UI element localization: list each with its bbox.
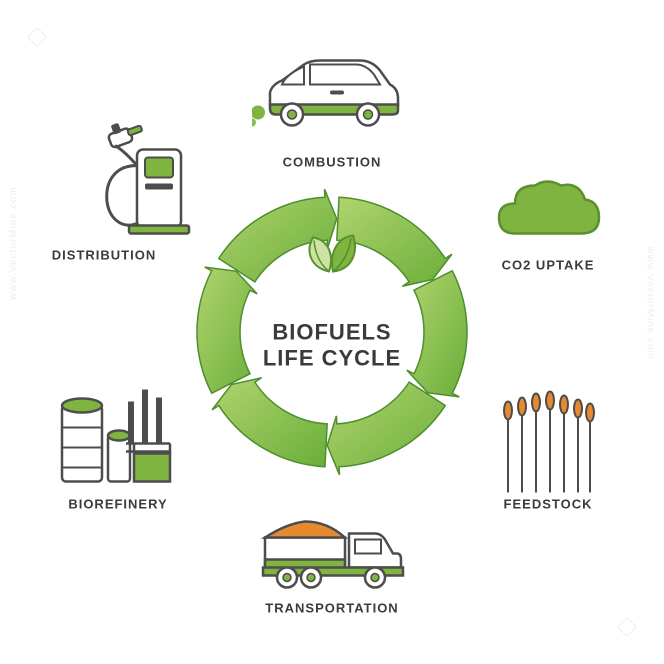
label-feedstock: FEEDSTOCK (504, 497, 593, 512)
label-biorefinery: BIOREFINERY (68, 497, 167, 512)
center-leaves-icon (301, 231, 363, 280)
label-co2-uptake: CO2 UPTAKE (502, 258, 595, 273)
label-transportation: TRANSPORTATION (265, 601, 398, 616)
cloud-icon (493, 174, 603, 255)
label-combustion: COMBUSTION (283, 155, 382, 170)
watermark-diamond-tl (27, 27, 47, 47)
title-line2: LIFE CYCLE (263, 345, 401, 370)
watermark-left: www.VectorMine.com (8, 186, 19, 300)
ring-segment (212, 378, 327, 467)
car-icon (252, 49, 412, 144)
fuel-pump-icon (85, 122, 195, 247)
refinery-icon (54, 376, 182, 497)
center-title: BIOFUELS LIFE CYCLE (242, 320, 422, 371)
crops-icon (496, 389, 600, 502)
label-distribution: DISTRIBUTION (52, 248, 156, 263)
diagram-canvas: www.VectorMine.com www.VectorMine.com BI… (0, 0, 664, 664)
title-line1: BIOFUELS (272, 320, 391, 345)
watermark-diamond-br (617, 617, 637, 637)
watermark-right: www.VectorMine.com (645, 246, 656, 360)
ring-segment (327, 382, 445, 475)
truck-icon (257, 514, 407, 603)
